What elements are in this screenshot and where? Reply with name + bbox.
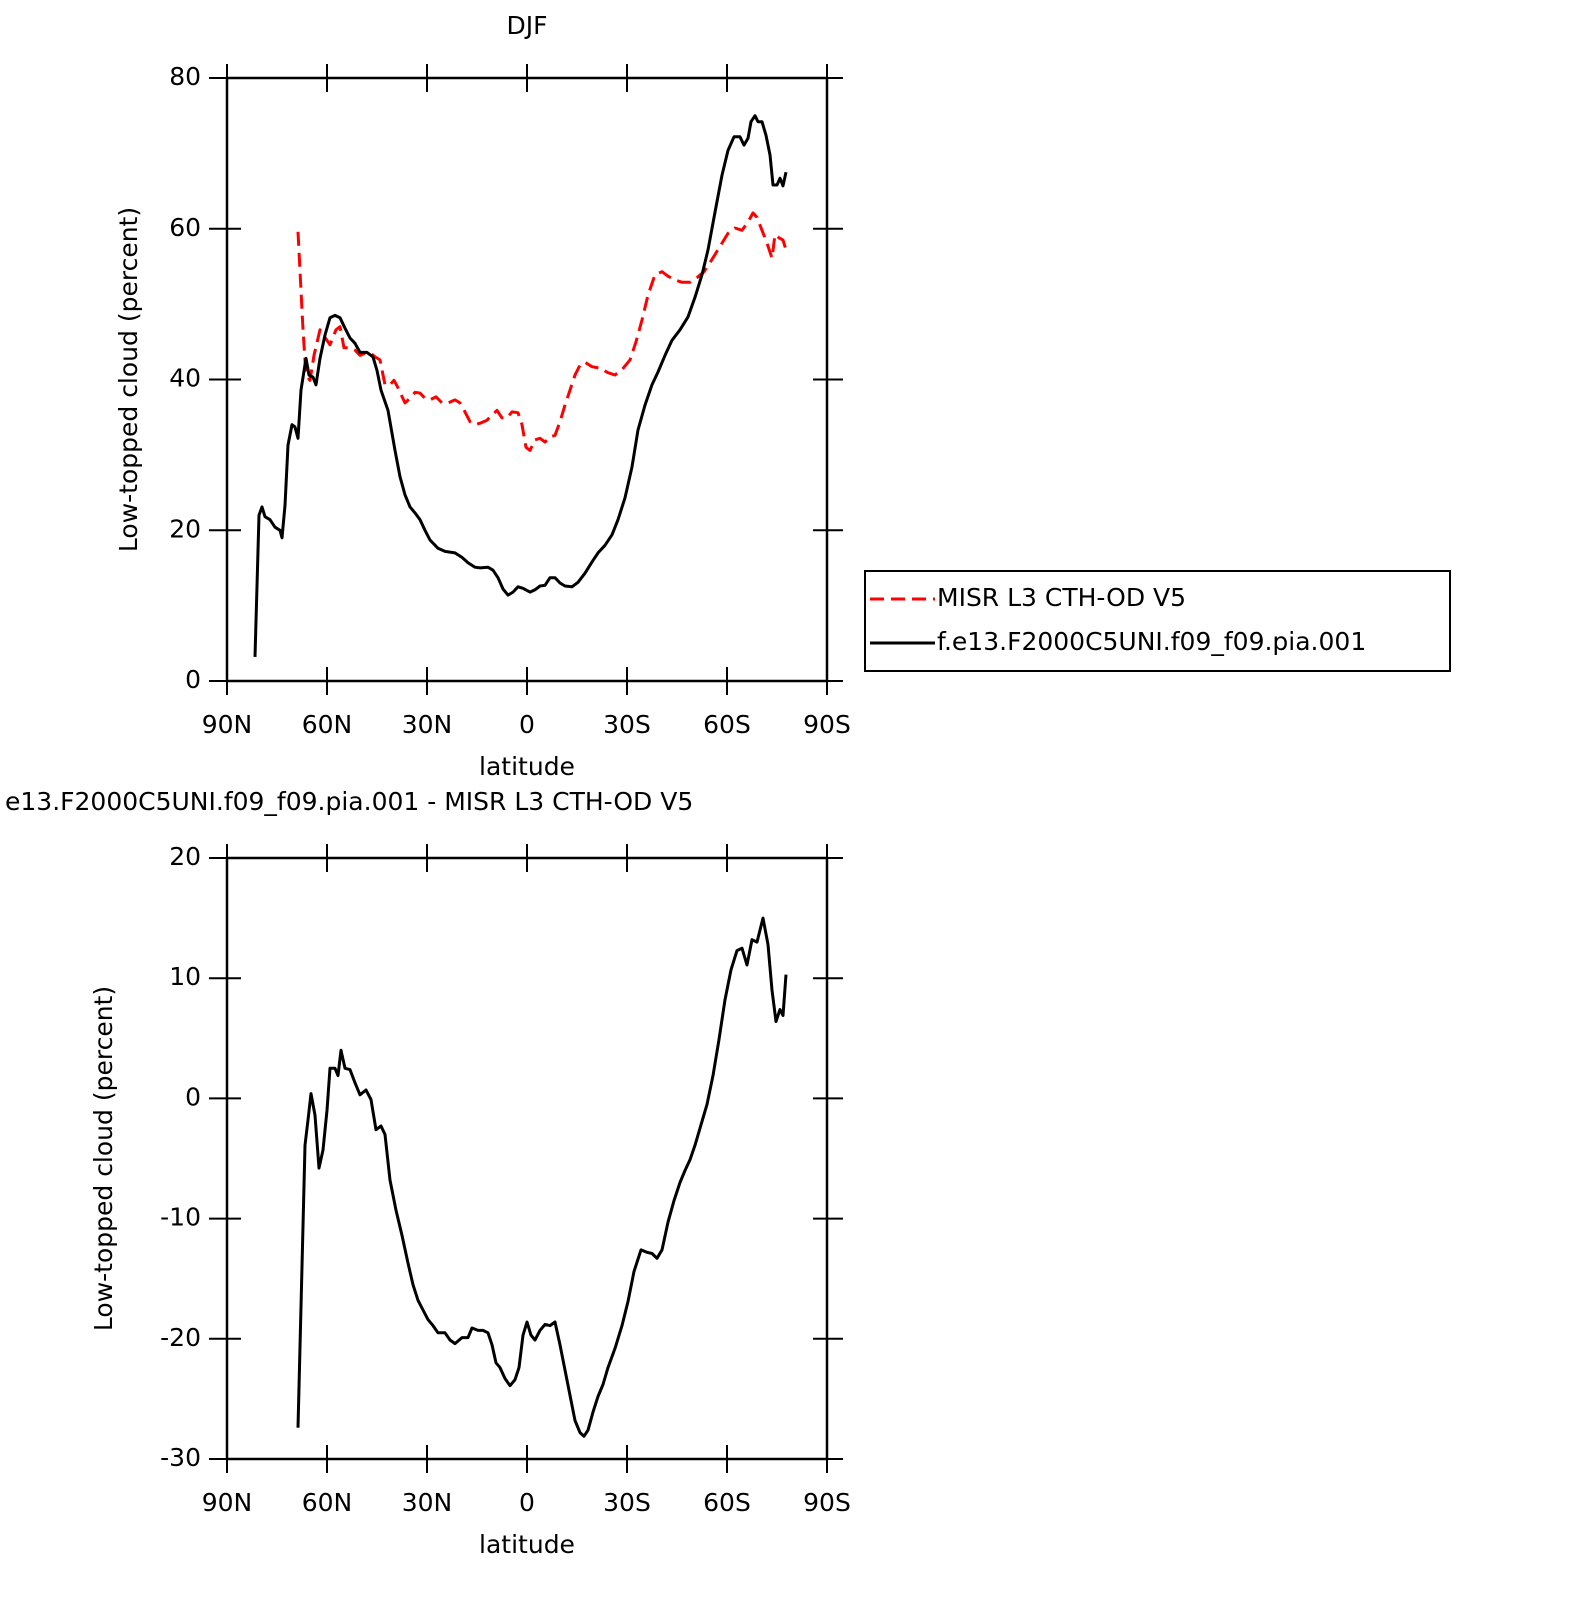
x-tick-label: 90N: [202, 710, 253, 739]
x-tick-label: 60N: [302, 710, 353, 739]
chart-title: e13.F2000C5UNI.f09_f09.pia.001 - MISR L3…: [5, 787, 693, 816]
y-tick-label: 0: [185, 1082, 201, 1111]
y-tick-label: -10: [160, 1203, 201, 1232]
legend-label: MISR L3 CTH-OD V5: [937, 583, 1186, 612]
y-tick-label: 40: [169, 364, 201, 393]
y-tick-label: 10: [169, 962, 201, 991]
data-line: [296, 916, 788, 1438]
x-tick-label: 90S: [803, 1488, 851, 1517]
x-tick-label: 0: [519, 1488, 535, 1517]
x-tick-label: 60S: [703, 710, 751, 739]
x-tick-label: 30S: [603, 1488, 651, 1517]
y-tick-label: 20: [169, 842, 201, 871]
y-axis-label: Low-topped cloud (percent): [89, 986, 118, 1331]
y-tick-label: 60: [169, 213, 201, 242]
legend-label: f.e13.F2000C5UNI.f09_f09.pia.001: [937, 627, 1366, 656]
y-tick-label: -30: [160, 1443, 201, 1472]
y-tick-label: -20: [160, 1323, 201, 1352]
data-line: [253, 114, 788, 657]
y-axis-label: Low-topped cloud (percent): [114, 207, 143, 552]
x-axis-label: latitude: [479, 752, 575, 781]
x-tick-label: 30N: [402, 1488, 453, 1517]
y-tick-label: 80: [169, 62, 201, 91]
x-tick-label: 60N: [302, 1488, 353, 1517]
y-tick-label: 0: [185, 665, 201, 694]
x-tick-label: 0: [519, 710, 535, 739]
x-tick-label: 60S: [703, 1488, 751, 1517]
x-axis-label: latitude: [479, 1530, 575, 1559]
data-line: [296, 211, 788, 452]
x-tick-label: 90N: [202, 1488, 253, 1517]
x-tick-label: 30S: [603, 710, 651, 739]
legend-box: [864, 570, 1451, 672]
x-tick-label: 90S: [803, 710, 851, 739]
chart-title: DJF: [506, 11, 547, 40]
x-tick-label: 30N: [402, 710, 453, 739]
y-tick-label: 20: [169, 514, 201, 543]
